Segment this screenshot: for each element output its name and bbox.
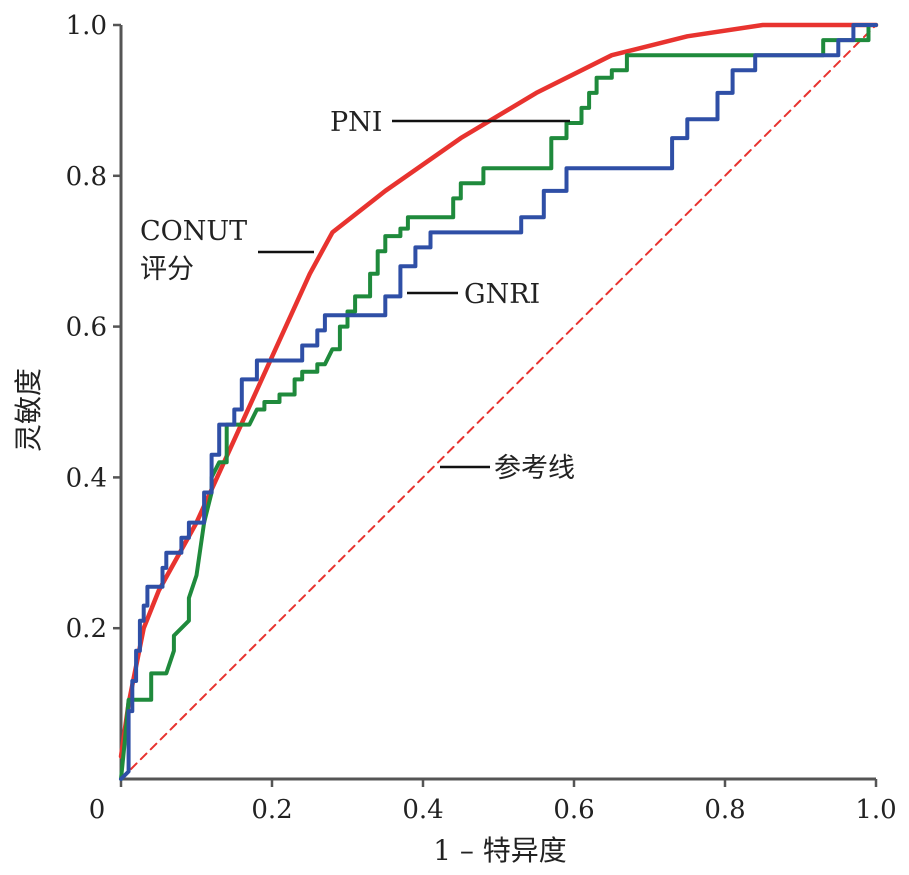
y-tick-label-2: 0.6	[66, 313, 107, 343]
y-tick-label-0: 0.2	[66, 614, 107, 644]
pni-label: PNI	[330, 107, 382, 138]
conut-label-line-1: CONUT	[140, 216, 247, 247]
x-axis-title: 1 – 特异度	[433, 834, 567, 867]
x-tick-label-0: 0	[89, 795, 106, 825]
reference-line-label: 参考线	[494, 453, 575, 484]
tick-marks	[113, 23, 878, 787]
x-tick-label-5: 1.0	[855, 795, 896, 825]
series-layer	[118, 22, 879, 781]
y-tick-label-4: 1.0	[66, 11, 107, 41]
conut-label: CONUT 评分	[140, 216, 256, 285]
x-tick-label-2: 0.4	[402, 795, 443, 825]
x-tick-label-1: 0.2	[251, 795, 292, 825]
reference-line	[120, 24, 877, 780]
gnri-roc-curve	[119, 23, 878, 781]
x-tick-label-3: 0.6	[553, 795, 594, 825]
y-tick-label-3: 0.8	[66, 162, 107, 192]
x-tick-label-4: 0.8	[704, 795, 745, 825]
conut-label-line-2: 评分	[140, 254, 194, 285]
y-axis-title: 灵敏度	[12, 368, 45, 452]
gnri-label: GNRI	[464, 279, 540, 310]
tick-labels: 0 0.2 0.4 0.6 0.8 1.0 0.2 0.4 0.6 0.8 1.0	[66, 11, 897, 825]
y-tick-label-1: 0.4	[66, 463, 107, 493]
conut-roc-curve	[118, 22, 879, 759]
